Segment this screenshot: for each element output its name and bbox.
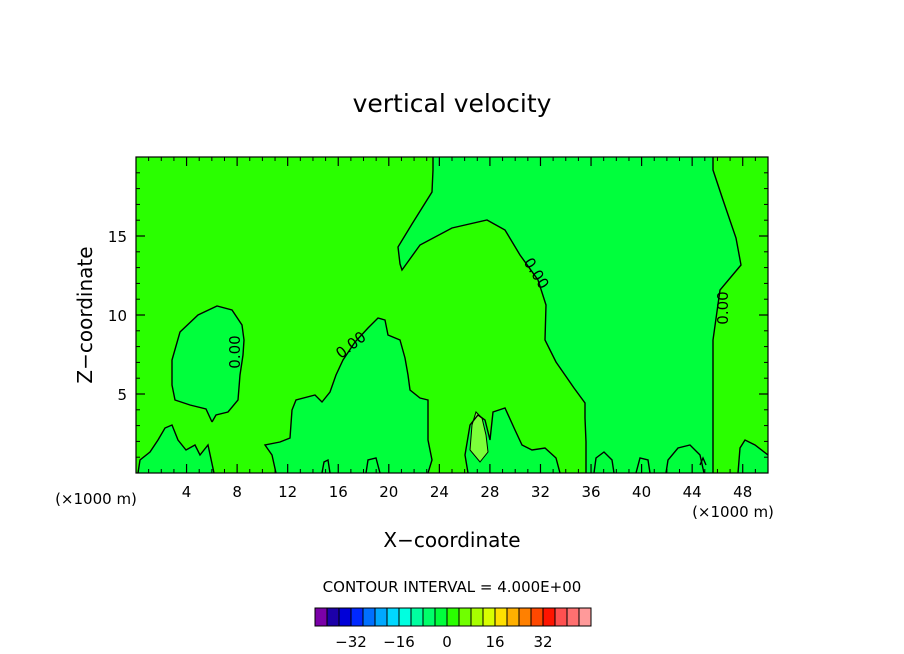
contour-lines (137, 157, 768, 473)
colorbar-cell (554, 607, 568, 627)
x-tick-label: 36 (581, 483, 600, 501)
contour-zero-bottom-tiny-3 (635, 457, 651, 473)
contour-zero-left-bottom (137, 424, 215, 473)
x-tick-label: 12 (278, 483, 297, 501)
field-region-right-column (738, 440, 768, 473)
contour-zero-bottom-tiny-4 (699, 456, 707, 466)
field-region-left-bubble (172, 306, 244, 422)
axis-ticks (136, 157, 768, 473)
colorbar-cell (482, 607, 496, 627)
x-tick-label: 32 (531, 483, 550, 501)
y-axis-label: Z−coordinate (73, 246, 97, 383)
colorbar-cell (362, 607, 376, 627)
field-region-left-bottom (138, 425, 214, 473)
x-tick-label: 44 (683, 483, 702, 501)
x-units-right: (×1000 m) (692, 503, 774, 521)
colorbar: −32 −16 0 16 32 (314, 607, 592, 651)
contour-label: 0.00 (714, 291, 732, 324)
colorbar-cell (542, 607, 556, 627)
x-tick-label: 4 (182, 483, 192, 501)
colorbar-cell (326, 607, 340, 627)
colorbar-cell (506, 607, 520, 627)
x-tick-label: 48 (733, 483, 752, 501)
y-tick-label: 5 (117, 386, 127, 404)
colorbar-cell (434, 607, 448, 627)
field-region-center-hill (265, 318, 432, 473)
contour-zero-upper (397, 157, 587, 473)
colorbar-cell (314, 607, 328, 627)
colorbar-cell (494, 607, 508, 627)
colorbar-cell (458, 607, 472, 627)
colorbar-tick-label: −16 (383, 633, 415, 651)
contour-zero-bottom-tiny-1 (321, 458, 331, 473)
colorbar-cell (338, 607, 352, 627)
x-axis-label: X−coordinate (383, 528, 520, 552)
colorbar-cell (530, 607, 544, 627)
colorbar-tick-label: −32 (335, 633, 367, 651)
field-region-high (469, 411, 489, 463)
colorbar-tick-label: 32 (533, 633, 552, 651)
field-region-upper (398, 157, 741, 473)
contour-zero-left-bubble (171, 305, 245, 423)
x-tick-label: 16 (329, 483, 348, 501)
contour-zero-right-bottom (737, 439, 768, 473)
colorbar-cell (518, 607, 532, 627)
contour-zero-bottom-right (665, 444, 705, 473)
y-tick-label: 10 (108, 307, 127, 325)
contour-interval-label: CONTOUR INTERVAL = 4.000E+00 (323, 578, 582, 596)
x-tick-labels: 4 8 12 16 20 24 28 32 36 40 44 48 (182, 483, 752, 501)
x-tick-label: 40 (632, 483, 651, 501)
colorbar-cell (410, 607, 424, 627)
plot-area: 0.00 0.00 0.00 0.00 (135, 156, 769, 474)
colorbar-tick-label: 0 (442, 633, 452, 651)
colorbar-cell (578, 607, 592, 627)
y-tick-labels: 5 10 15 (108, 228, 127, 404)
contour-zero-center-hill (263, 317, 433, 473)
colorbar-tick-label: 16 (485, 633, 504, 651)
colorbar-cell (566, 607, 580, 627)
colorbar-cell (422, 607, 436, 627)
colorbar-cell (350, 607, 364, 627)
y-tick-label: 15 (108, 228, 127, 246)
x-tick-label: 8 (232, 483, 242, 501)
colorbar-cell (446, 607, 460, 627)
x-tick-label: 28 (480, 483, 499, 501)
colorbar-cell (470, 607, 484, 627)
x-tick-label: 20 (379, 483, 398, 501)
colorbar-cell (398, 607, 412, 627)
contour-zero-bottom-tiny-2 (365, 457, 381, 473)
chart-title: vertical velocity (353, 89, 552, 118)
contour-label: 0.00 (226, 335, 244, 368)
colorbar-cell (374, 607, 388, 627)
contour-zero-bottom-mid (464, 407, 561, 473)
colorbar-tick-labels: −32 −16 0 16 32 (335, 633, 552, 651)
colorbar-cells (314, 607, 592, 627)
x-tick-label: 24 (430, 483, 449, 501)
contour-zero-right (712, 157, 742, 473)
field-region-bottom-mid (465, 408, 560, 473)
colorbar-cell (386, 607, 400, 627)
x-units-left: (×1000 m) (55, 490, 137, 508)
contour-zero-bottom-small (593, 451, 615, 473)
